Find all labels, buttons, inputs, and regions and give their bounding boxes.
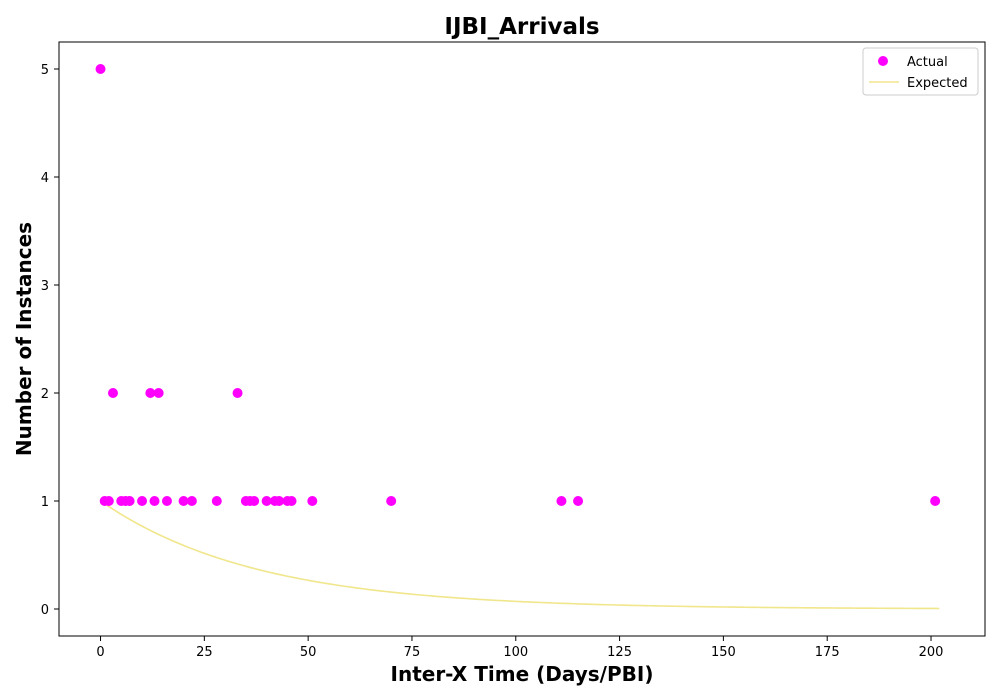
x-axis-label: Inter-X Time (Days/PBI) <box>391 662 654 686</box>
actual-point <box>186 496 197 506</box>
x-tick-label: 200 <box>919 645 944 660</box>
y-tick-label: 2 <box>41 387 49 402</box>
y-tick-label: 1 <box>41 495 49 510</box>
actual-point <box>161 496 172 506</box>
actual-point <box>107 388 118 398</box>
expected-line <box>100 500 940 610</box>
x-tick-label: 175 <box>815 645 840 660</box>
legend-box <box>862 47 979 96</box>
legend: Actual Expected <box>862 47 979 96</box>
x-tick-label: 125 <box>607 645 632 660</box>
chart-title: IJBI_Arrivals <box>444 14 599 40</box>
actual-point <box>145 388 156 398</box>
actual-point <box>930 496 941 506</box>
x-tick-label: 150 <box>711 645 736 660</box>
x-tick-label: 25 <box>196 645 213 660</box>
actual-point <box>124 496 135 506</box>
actual-point <box>286 496 297 506</box>
actual-point <box>103 496 114 506</box>
y-axis-label: Number of Instances <box>12 222 36 456</box>
legend-label-expected: Expected <box>907 76 968 91</box>
actual-point <box>211 496 222 506</box>
y-tick-label: 3 <box>41 279 49 294</box>
plot-frame <box>58 41 986 637</box>
y-tick-label: 4 <box>41 171 49 186</box>
x-tick-label: 100 <box>503 645 528 660</box>
actual-point <box>274 496 285 506</box>
actual-point <box>556 496 567 506</box>
actual-point <box>232 388 243 398</box>
actual-point <box>153 388 164 398</box>
actual-point <box>386 496 397 506</box>
actual-point <box>137 496 148 506</box>
actual-point <box>307 496 318 506</box>
legend-marker-actual <box>878 56 888 66</box>
x-tick-label: 75 <box>404 645 421 660</box>
actual-point <box>149 496 160 506</box>
y-tick-label: 5 <box>41 63 49 78</box>
actual-point <box>178 496 189 506</box>
legend-label-actual: Actual <box>907 55 948 70</box>
y-tick-label: 0 <box>41 603 49 618</box>
plot-area: 0 25 50 75 100 125 150 175 200 0 1 2 3 4 5 <box>41 41 986 660</box>
actual-point <box>95 64 106 74</box>
actual-point <box>249 496 260 506</box>
x-tick-label: 50 <box>300 645 317 660</box>
actual-point <box>261 496 272 506</box>
actual-point <box>573 496 584 506</box>
x-tick-label: 0 <box>96 645 104 660</box>
